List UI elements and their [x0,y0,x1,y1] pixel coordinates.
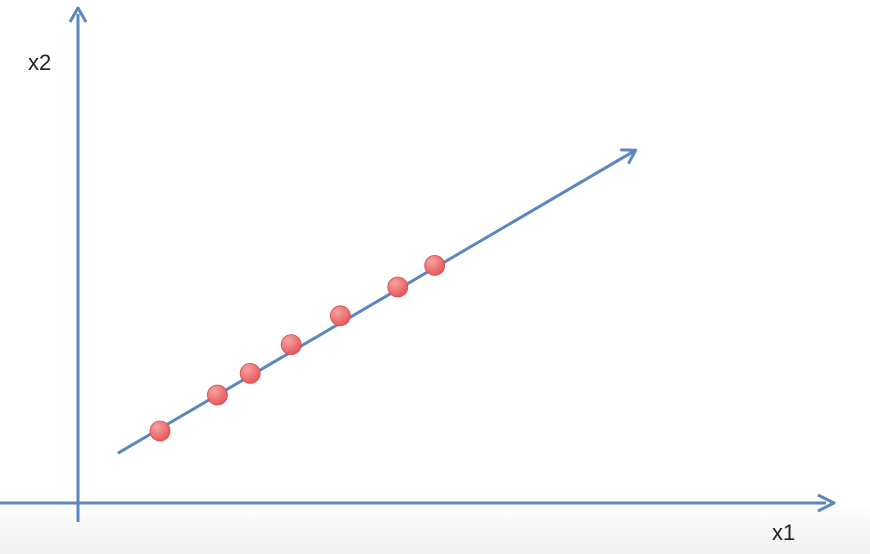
x-axis-label: x1 [772,520,795,545]
data-point-6 [387,276,409,298]
direction-line-group [117,148,638,455]
data-points [149,254,446,442]
y-axis-arrowhead [68,6,88,23]
data-point-1 [149,420,171,442]
data-point-3 [239,362,261,384]
data-point-7 [424,254,446,276]
data-point-5 [329,305,351,327]
data-point-2 [206,384,228,406]
direction-line-arrowhead [620,148,638,165]
data-point-4 [280,334,302,356]
y-axis-label: x2 [28,50,51,75]
x-axis-arrowhead [817,493,836,513]
direction-line [117,148,638,455]
axes [0,6,836,522]
